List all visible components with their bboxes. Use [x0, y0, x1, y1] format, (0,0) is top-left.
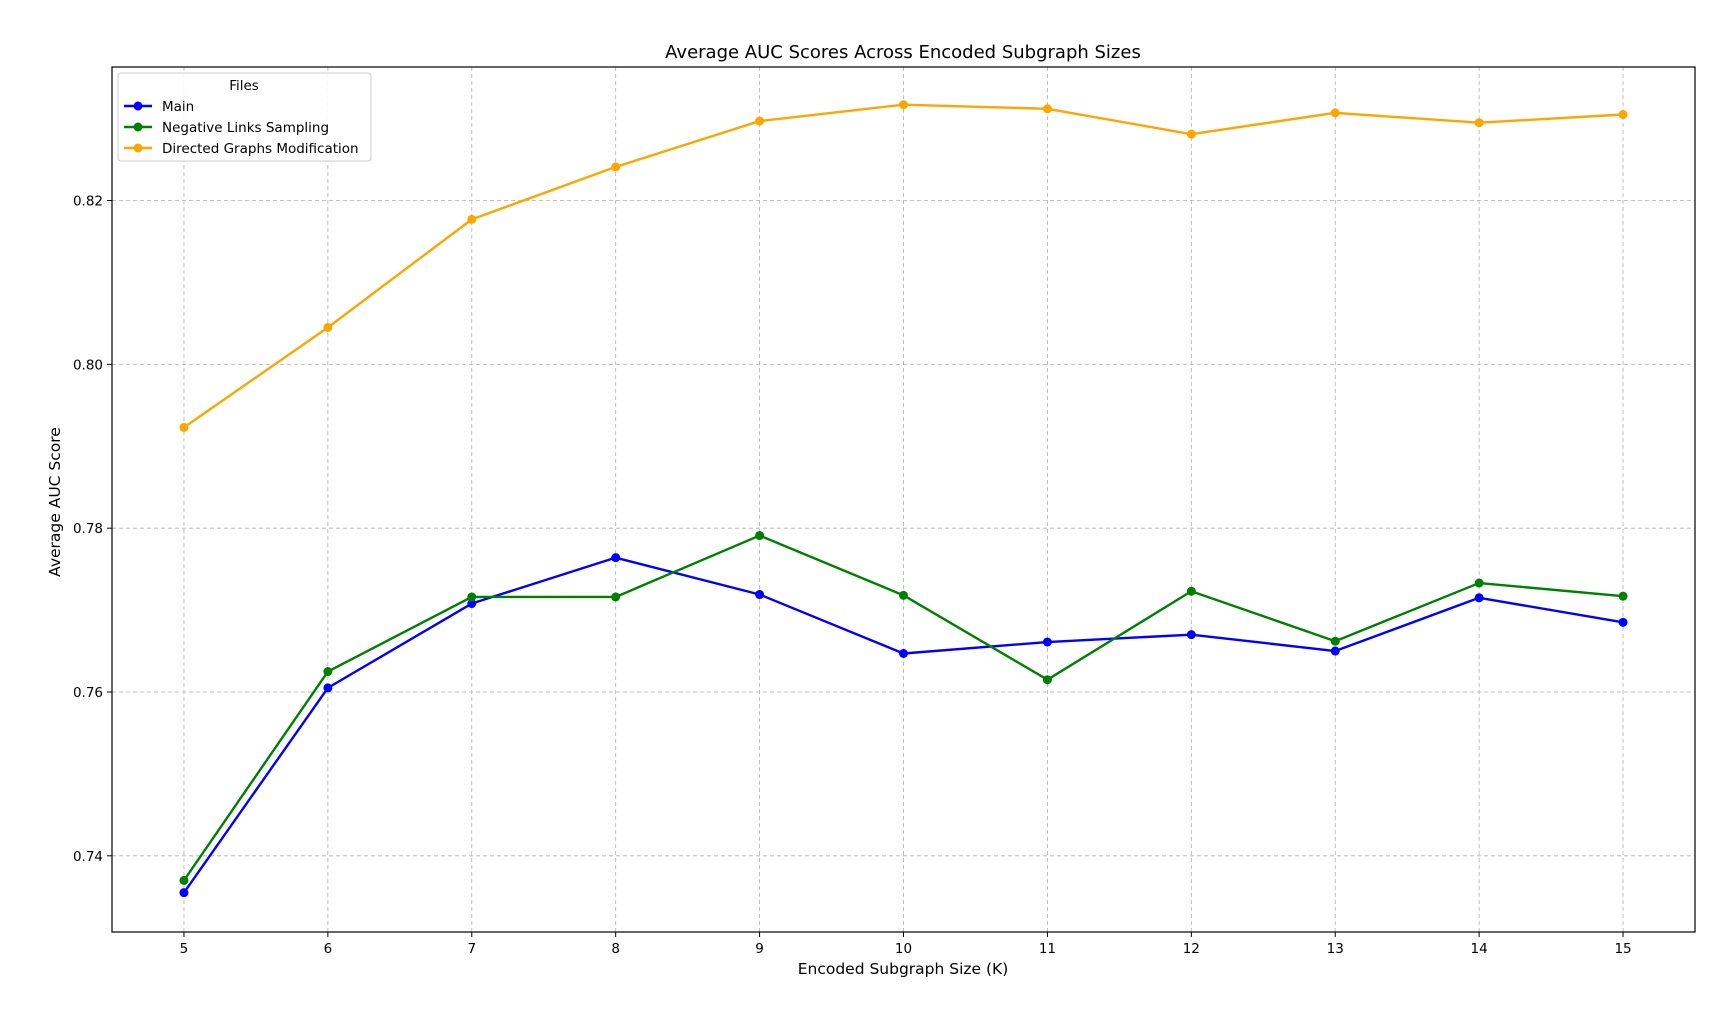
- data-point: [611, 592, 621, 602]
- data-point: [1042, 637, 1052, 647]
- data-point: [1474, 118, 1484, 128]
- x-tick-label: 9: [755, 941, 764, 957]
- y-tick-label: 0.80: [73, 357, 103, 373]
- legend-marker: [133, 143, 143, 153]
- x-tick-label: 12: [1183, 941, 1200, 957]
- x-tick-label: 7: [467, 941, 476, 957]
- legend-entry: Negative Links Sampling: [124, 120, 329, 136]
- legend-label: Negative Links Sampling: [162, 120, 329, 136]
- data-point: [179, 422, 189, 432]
- x-axis-label: Encoded Subgraph Size (K): [798, 960, 1009, 978]
- legend-box: [117, 72, 372, 162]
- x-tick-label: 5: [180, 941, 189, 957]
- data-point: [467, 599, 477, 609]
- data-point: [467, 592, 477, 602]
- series-directed-graphs-modification: [179, 100, 1628, 432]
- y-axis-label: Average AUC Score: [46, 427, 64, 577]
- y-axis: 0.74 0.76 0.78 0.80 0.82: [73, 194, 112, 865]
- series-main: [179, 553, 1628, 898]
- x-tick-label: 6: [324, 941, 333, 957]
- data-point: [1330, 636, 1340, 646]
- series-negative-links-sampling: [179, 531, 1628, 885]
- x-tick-label: 14: [1471, 941, 1488, 957]
- y-tick-label: 0.76: [73, 685, 103, 701]
- data-point: [179, 888, 189, 898]
- legend-entry: Directed Graphs Modification: [124, 141, 359, 157]
- legend-title: Files: [229, 78, 259, 94]
- data-point: [899, 100, 908, 110]
- data-point: [1330, 108, 1340, 118]
- x-tick-label: 8: [611, 941, 620, 957]
- data-point: [1186, 630, 1196, 640]
- legend-label: Directed Graphs Modification: [162, 141, 359, 157]
- x-tick-label: 13: [1327, 941, 1344, 957]
- data-point: [1474, 578, 1484, 588]
- legend-marker: [133, 101, 143, 111]
- data-point: [467, 214, 477, 224]
- data-point: [1042, 104, 1052, 114]
- legend-label: Main: [162, 99, 194, 115]
- data-point: [179, 875, 189, 885]
- y-tick-label: 0.82: [73, 194, 103, 210]
- data-point: [1618, 591, 1628, 601]
- x-tick-label: 11: [1039, 941, 1056, 957]
- data-point: [1042, 675, 1052, 685]
- y-tick-label: 0.78: [73, 521, 103, 537]
- legend-entry: Main: [124, 99, 194, 115]
- data-point: [1618, 617, 1628, 627]
- data-point: [899, 648, 908, 658]
- data-point: [899, 590, 908, 600]
- y-tick-label: 0.74: [73, 849, 103, 865]
- data-point: [323, 667, 333, 677]
- series-layer: [179, 100, 1628, 898]
- x-tick-label: 15: [1614, 941, 1631, 957]
- grid: [112, 67, 1695, 932]
- data-point: [1618, 110, 1628, 120]
- data-point: [611, 162, 621, 172]
- data-point: [1330, 646, 1340, 656]
- data-point: [1474, 593, 1484, 603]
- x-axis: 5 6 7 8 9 10 11 12 13 14 15: [180, 932, 1632, 957]
- data-point: [755, 116, 765, 126]
- data-point: [755, 590, 765, 600]
- data-point: [1186, 586, 1196, 596]
- data-point: [611, 553, 621, 563]
- data-point: [323, 683, 333, 693]
- legend: Files Main Negative Links Sampling Directe…: [117, 72, 372, 162]
- chart-title: Average AUC Scores Across Encoded Subgra…: [665, 42, 1141, 63]
- data-point: [323, 322, 333, 332]
- legend-entries: Main Negative Links Sampling Directed Grap…: [124, 99, 359, 157]
- data-point: [755, 531, 765, 541]
- data-point: [1186, 129, 1196, 139]
- x-tick-label: 10: [895, 941, 912, 957]
- legend-marker: [133, 122, 143, 132]
